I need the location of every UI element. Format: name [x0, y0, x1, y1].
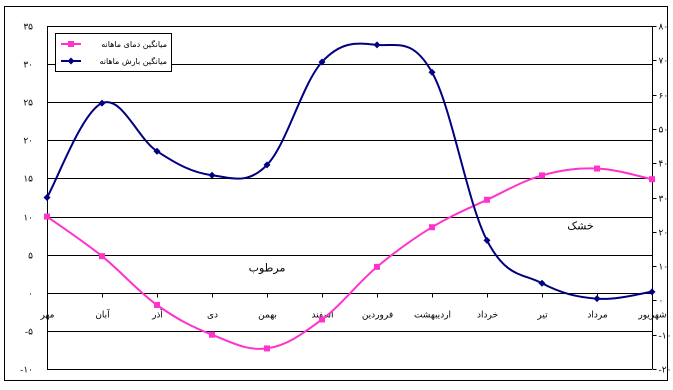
y-right-tick-label: ۱۰ [659, 263, 669, 273]
x-tick-label: بهمن [258, 311, 277, 321]
legend-box [55, 33, 172, 72]
data-point-diamond [648, 288, 656, 296]
y-right-tick-label: ۷۰ [659, 57, 669, 67]
data-point-diamond [263, 161, 271, 169]
y-right-tick-label: ۴۰ [659, 160, 669, 170]
y-right-tick-label: ۰ [659, 297, 664, 307]
data-point-square [429, 224, 435, 231]
data-point-diamond [98, 99, 106, 107]
legend-entry: میانگین دمای ماهانه [101, 39, 167, 49]
y-left-tick-label: ۱۰ [23, 214, 33, 224]
data-point-diamond [428, 68, 436, 76]
y-left-tick-label: ۳۵ [23, 23, 33, 33]
data-point-square [374, 263, 380, 270]
data-point-diamond [208, 171, 216, 179]
x-tick-label: آبان [95, 309, 110, 321]
data-point-diamond [538, 279, 546, 287]
y-left-tick-label: ۳۰ [23, 61, 33, 71]
data-point-square [319, 316, 325, 323]
data-point-square [154, 301, 160, 308]
y-left-tick-label: -۵ [25, 328, 33, 338]
data-point-diamond [43, 194, 51, 201]
data-point-diamond [483, 236, 491, 244]
y-left-tick-label: ۲۰ [23, 137, 33, 147]
y-right-tick-label: ۳۰ [659, 195, 669, 205]
data-point-square [649, 176, 655, 183]
y-right-tick-label: -۱۰ [659, 332, 672, 342]
y-left-tick-label: ۱۵ [23, 175, 33, 185]
x-tick-label: اردیبهشت [414, 311, 451, 321]
y-right-tick-label: ۶۰ [659, 92, 669, 102]
data-point-square [99, 253, 105, 260]
series-1 [44, 165, 655, 352]
y-left-tick-label: -۱۰ [20, 366, 33, 376]
data-point-square [539, 172, 545, 179]
data-point-square [209, 331, 215, 338]
axes: -۱۰ -۵ ۰ ۵ ۱۰ ۱۵ ۲۰ ۲۵ ۳۰ ۳۵ -۲۰ -۱۰ ۰ ۱۰ ۲۰ ۳۰ ۴۰ ۵۰ ۶۰ ۷۰… [20, 23, 671, 376]
data-point-diamond [373, 41, 381, 49]
data-point-square [594, 165, 600, 172]
annotation-label: خشک [567, 220, 593, 233]
annotation-label: مرطوب [249, 261, 286, 274]
x-tick-label: خرداد [477, 311, 498, 321]
x-tick-label: مرداد [587, 311, 607, 321]
series-layer [43, 41, 656, 352]
x-tick-label: تیر [536, 311, 548, 321]
data-point-square [484, 196, 490, 203]
y-left-tick-label: ۵ [28, 252, 33, 262]
data-point-diamond [153, 147, 161, 155]
x-tick-label: آذر [151, 309, 163, 321]
series-line [46, 42, 653, 300]
data-point-diamond [318, 58, 326, 66]
y-right-tick-label: ۲۰ [659, 229, 669, 239]
x-tick-label: شهریور [637, 311, 666, 321]
y-right-tick-label: ۵۰ [659, 126, 669, 136]
series-2 [43, 41, 656, 303]
x-tick-label: اسفند [311, 311, 333, 321]
x-tick-label: فروردین [362, 311, 393, 321]
y-right-tick-label: ۸۰ [659, 23, 669, 33]
legend-entry: میانگین بارش ماهانه [99, 56, 167, 66]
data-point-square [44, 213, 50, 220]
data-point-square [264, 345, 270, 352]
annotation-layer: مرطوب خشک [249, 220, 594, 275]
legend: میانگین دمای ماهانه میانگین بارش ماهانه [55, 33, 172, 72]
data-point-diamond [593, 295, 601, 303]
legend-swatch-marker [67, 57, 75, 65]
legend-swatch-marker [68, 41, 74, 47]
x-tick-label: دی [207, 311, 218, 321]
y-left-tick-label: ۰ [28, 290, 33, 300]
y-left-tick-label: ۲۵ [23, 99, 33, 109]
x-tick-label: مهر [40, 311, 55, 321]
y-right-tick-label: -۲۰ [659, 366, 672, 376]
